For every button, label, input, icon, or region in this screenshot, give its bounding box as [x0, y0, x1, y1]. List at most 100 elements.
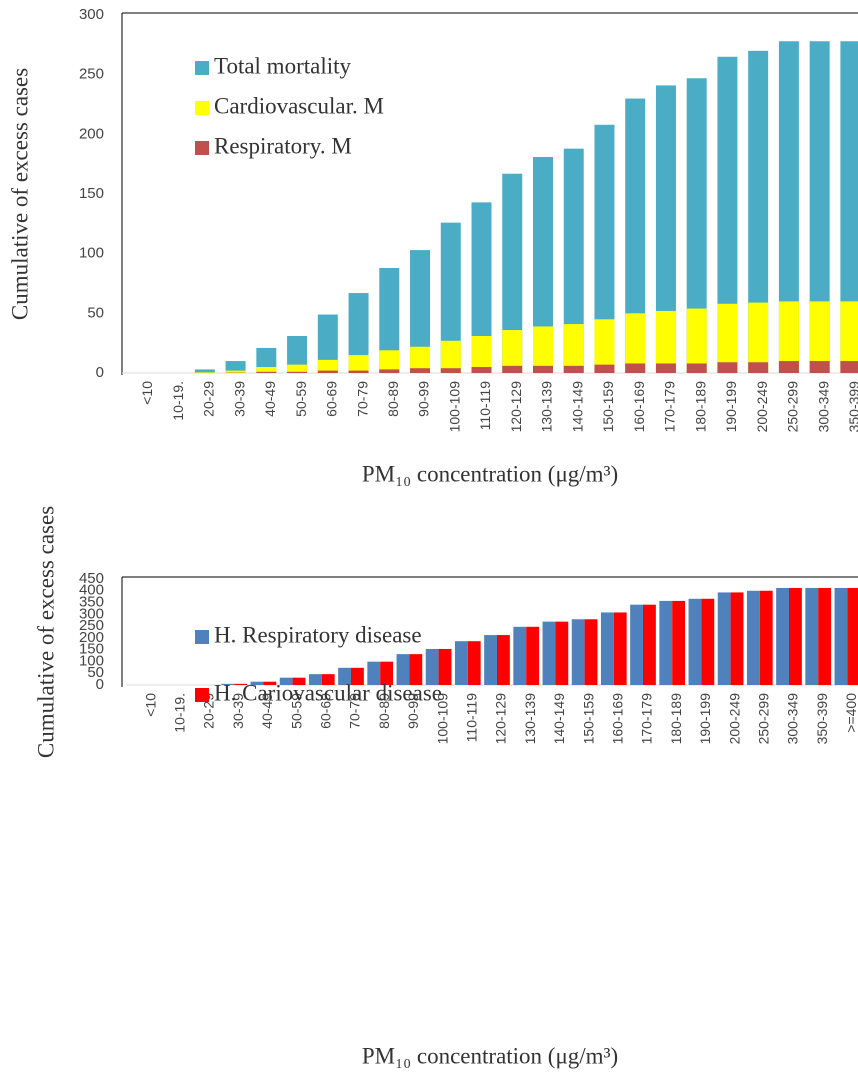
- x-tick-label: 10-19.: [172, 693, 188, 733]
- bar: [321, 674, 335, 685]
- bar: [502, 365, 523, 373]
- legend-label: Cardiovascular. M: [214, 93, 384, 118]
- bar: [502, 330, 523, 373]
- x-tick-label: 140-149: [551, 693, 567, 745]
- x-tick-label: 100-109: [446, 381, 462, 433]
- y-axis-title: Cumulative of excess cases: [33, 506, 58, 758]
- x-axis-title: PM₁₀ concentration (μg/m³): [362, 461, 618, 486]
- x-tick-label: 130-139: [539, 381, 555, 433]
- x-tick-label: 30-39: [230, 693, 246, 729]
- bar: [748, 362, 769, 373]
- bar: [776, 587, 789, 685]
- bar: [717, 362, 738, 373]
- bar: [748, 302, 769, 373]
- bar: [532, 365, 553, 373]
- x-tick-label: 80-89: [385, 381, 401, 417]
- legend-swatch: [195, 688, 209, 702]
- bar: [279, 677, 293, 685]
- x-tick-label: 300-349: [815, 381, 831, 433]
- y-axis-title: Cumulative of excess cases: [7, 68, 32, 320]
- bar: [840, 41, 858, 374]
- bar: [380, 661, 394, 685]
- y-tick-label: 50: [87, 664, 104, 681]
- bar: [778, 301, 799, 373]
- bar: [532, 157, 553, 373]
- bar: [410, 368, 431, 373]
- bar: [410, 250, 431, 373]
- bar: [840, 361, 858, 373]
- x-tick-label: 190-199: [697, 693, 713, 745]
- x-tick-label: 50-59: [293, 381, 309, 417]
- bar: [625, 363, 646, 373]
- bar: [194, 372, 215, 373]
- bar: [317, 370, 338, 373]
- bar: [526, 626, 540, 685]
- bar: [497, 635, 510, 685]
- bar: [467, 641, 481, 685]
- y-tick-label: 150: [79, 641, 104, 658]
- bar: [409, 654, 423, 685]
- bar: [563, 148, 584, 373]
- y-tick-label: 100: [79, 245, 104, 262]
- bar: [221, 683, 235, 685]
- bar: [471, 336, 492, 373]
- bar: [292, 677, 306, 685]
- x-tick-label: 200-249: [754, 381, 770, 433]
- y-tick-label: 0: [96, 364, 104, 381]
- bar: [717, 56, 738, 374]
- legend-swatch: [195, 141, 209, 155]
- x-tick-label: >=400: [843, 693, 858, 733]
- bar: [805, 587, 819, 685]
- bar: [717, 592, 731, 685]
- x-tick-label: 300-349: [785, 693, 801, 745]
- bar: [746, 590, 760, 685]
- x-tick-label: 110-119: [477, 381, 493, 431]
- bar: [630, 604, 643, 685]
- bar: [471, 367, 492, 373]
- x-tick-label: <10: [142, 693, 158, 717]
- bar: [625, 98, 646, 374]
- x-tick-label: 350-399: [814, 693, 830, 745]
- bar: [348, 370, 369, 373]
- bar: [379, 267, 400, 373]
- bar: [789, 587, 802, 685]
- bar: [748, 50, 769, 374]
- x-tick-label: 10-19.: [170, 381, 186, 421]
- bar: [809, 41, 830, 374]
- x-tick-label: 150-159: [600, 381, 616, 433]
- x-tick-label: 100-109: [434, 693, 450, 745]
- bar: [542, 621, 556, 685]
- legend-swatch: [195, 101, 209, 115]
- x-tick-label: 110-119: [464, 693, 480, 743]
- x-tick-label: 80-89: [376, 693, 392, 729]
- bar: [840, 301, 858, 373]
- x-tick-label: 60-69: [318, 693, 334, 729]
- x-tick-label: 40-49: [262, 381, 278, 417]
- bar: [348, 355, 369, 373]
- bar: [600, 612, 614, 685]
- bar: [655, 310, 676, 373]
- bar: [563, 324, 584, 373]
- bar: [659, 600, 673, 685]
- x-tick-label: 160-169: [631, 381, 647, 433]
- bar: [778, 41, 799, 374]
- bar: [410, 346, 431, 373]
- x-tick-label: 70-79: [354, 381, 370, 417]
- x-tick-label: 170-179: [662, 381, 678, 433]
- bar: [686, 308, 707, 373]
- x-tick-label: 30-39: [231, 381, 247, 417]
- x-tick-label: 250-299: [756, 693, 772, 745]
- bar: [594, 124, 615, 373]
- x-tick-label: <10: [139, 381, 155, 405]
- x-tick-label: 190-199: [723, 381, 739, 433]
- bar: [425, 648, 439, 685]
- x-tick-label: 160-169: [610, 693, 626, 745]
- bar: [308, 674, 322, 685]
- x-tick-label: 130-139: [522, 693, 538, 745]
- bar: [594, 319, 615, 373]
- legend-label: H. Cariovascular disease: [214, 680, 442, 705]
- bar: [555, 621, 569, 685]
- bar: [348, 293, 369, 373]
- bar: [234, 683, 248, 685]
- bar: [225, 361, 246, 373]
